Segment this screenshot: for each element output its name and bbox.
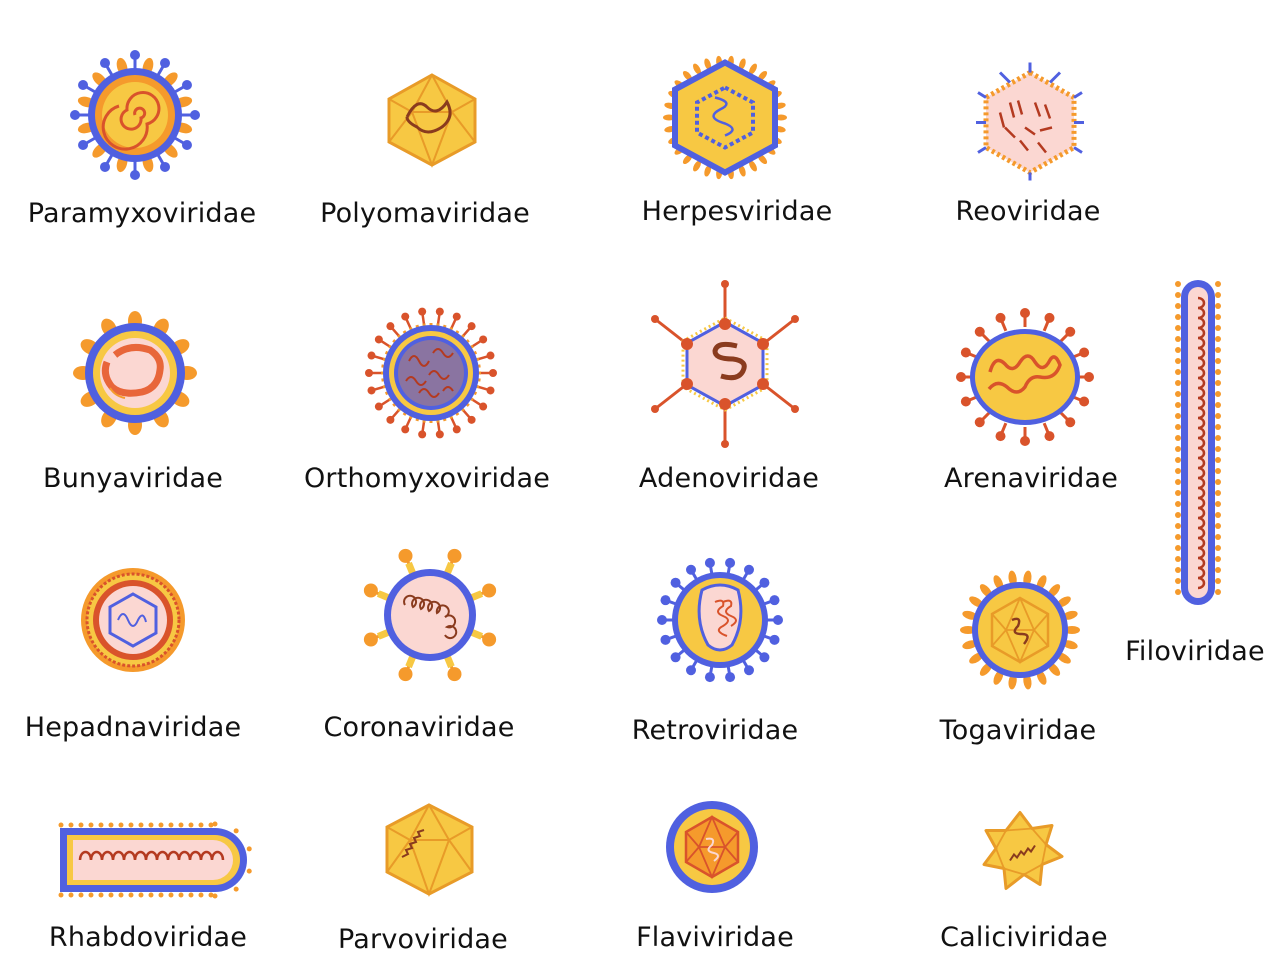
bunyaviridae-svg [73,311,197,435]
hepadnaviridae-illustration [78,565,188,675]
polyomaviridae-illustration [382,72,482,168]
label-parvoviridae: Parvoviridae [338,924,508,955]
adenoviridae-svg [651,280,799,448]
togaviridae-illustration [950,565,1090,695]
label-adenoviridae: Adenoviridae [638,463,820,494]
polyomaviridae-svg [387,73,477,168]
flaviviridae-svg [666,801,758,893]
flaviviridae-illustration [665,800,760,895]
orthomyxoviridae-illustration [362,307,500,439]
label-herpesviridae: Herpesviridae [641,196,833,227]
label-rhabdoviridae: Rhabdoviridae [48,922,248,953]
label-orthomyxoviridae: Orthomyxoviridae [303,463,551,494]
label-reoviridae: Reoviridae [955,196,1101,227]
paramyxoviridae-illustration [70,50,200,180]
rhabdoviridae-illustration [55,820,255,900]
label-polyomaviridae: Polyomaviridae [320,198,530,229]
arenaviridae-svg [956,308,1094,446]
adenoviridae-illustration [645,278,805,450]
label-bunyaviridae: Bunyaviridae [42,463,224,494]
caliciviridae-illustration [975,808,1065,893]
bunyaviridae-illustration [70,308,200,438]
paramyxoviridae-svg [70,50,200,180]
label-flaviviridae: Flaviviridae [636,922,794,953]
herpesviridae-illustration [660,55,790,180]
label-caliciviridae: Caliciviridae [940,922,1108,953]
reoviridae-illustration [970,62,1090,181]
rhabdoviridae-svg [58,821,252,899]
arenaviridae-illustration [955,308,1095,446]
label-hepadnaviridae: Hepadnaviridae [24,712,242,743]
orthomyxoviridae-svg [365,307,497,439]
label-coronaviridae: Coronaviridae [323,712,515,743]
label-arenaviridae: Arenaviridae [943,463,1119,494]
label-filoviridae: Filoviridae [1125,636,1265,667]
label-paramyxoviridae: Paramyxoviridae [27,198,257,229]
label-togaviridae: Togaviridae [939,715,1097,746]
hepadnaviridae-svg [81,568,185,672]
reoviridae-svg [976,62,1084,181]
label-retroviridae: Retroviridae [631,715,799,746]
coronaviridae-svg [363,548,497,682]
togaviridae-svg [960,570,1080,690]
parvoviridae-illustration [382,802,477,897]
parvoviridae-svg [385,803,474,897]
filoviridae-illustration [1168,270,1228,615]
coronaviridae-illustration [363,545,497,685]
herpesviridae-svg [663,55,787,180]
filoviridae-svg [1175,280,1221,605]
retroviridae-illustration [655,555,785,685]
retroviridae-svg [657,557,783,683]
caliciviridae-svg [982,811,1064,890]
